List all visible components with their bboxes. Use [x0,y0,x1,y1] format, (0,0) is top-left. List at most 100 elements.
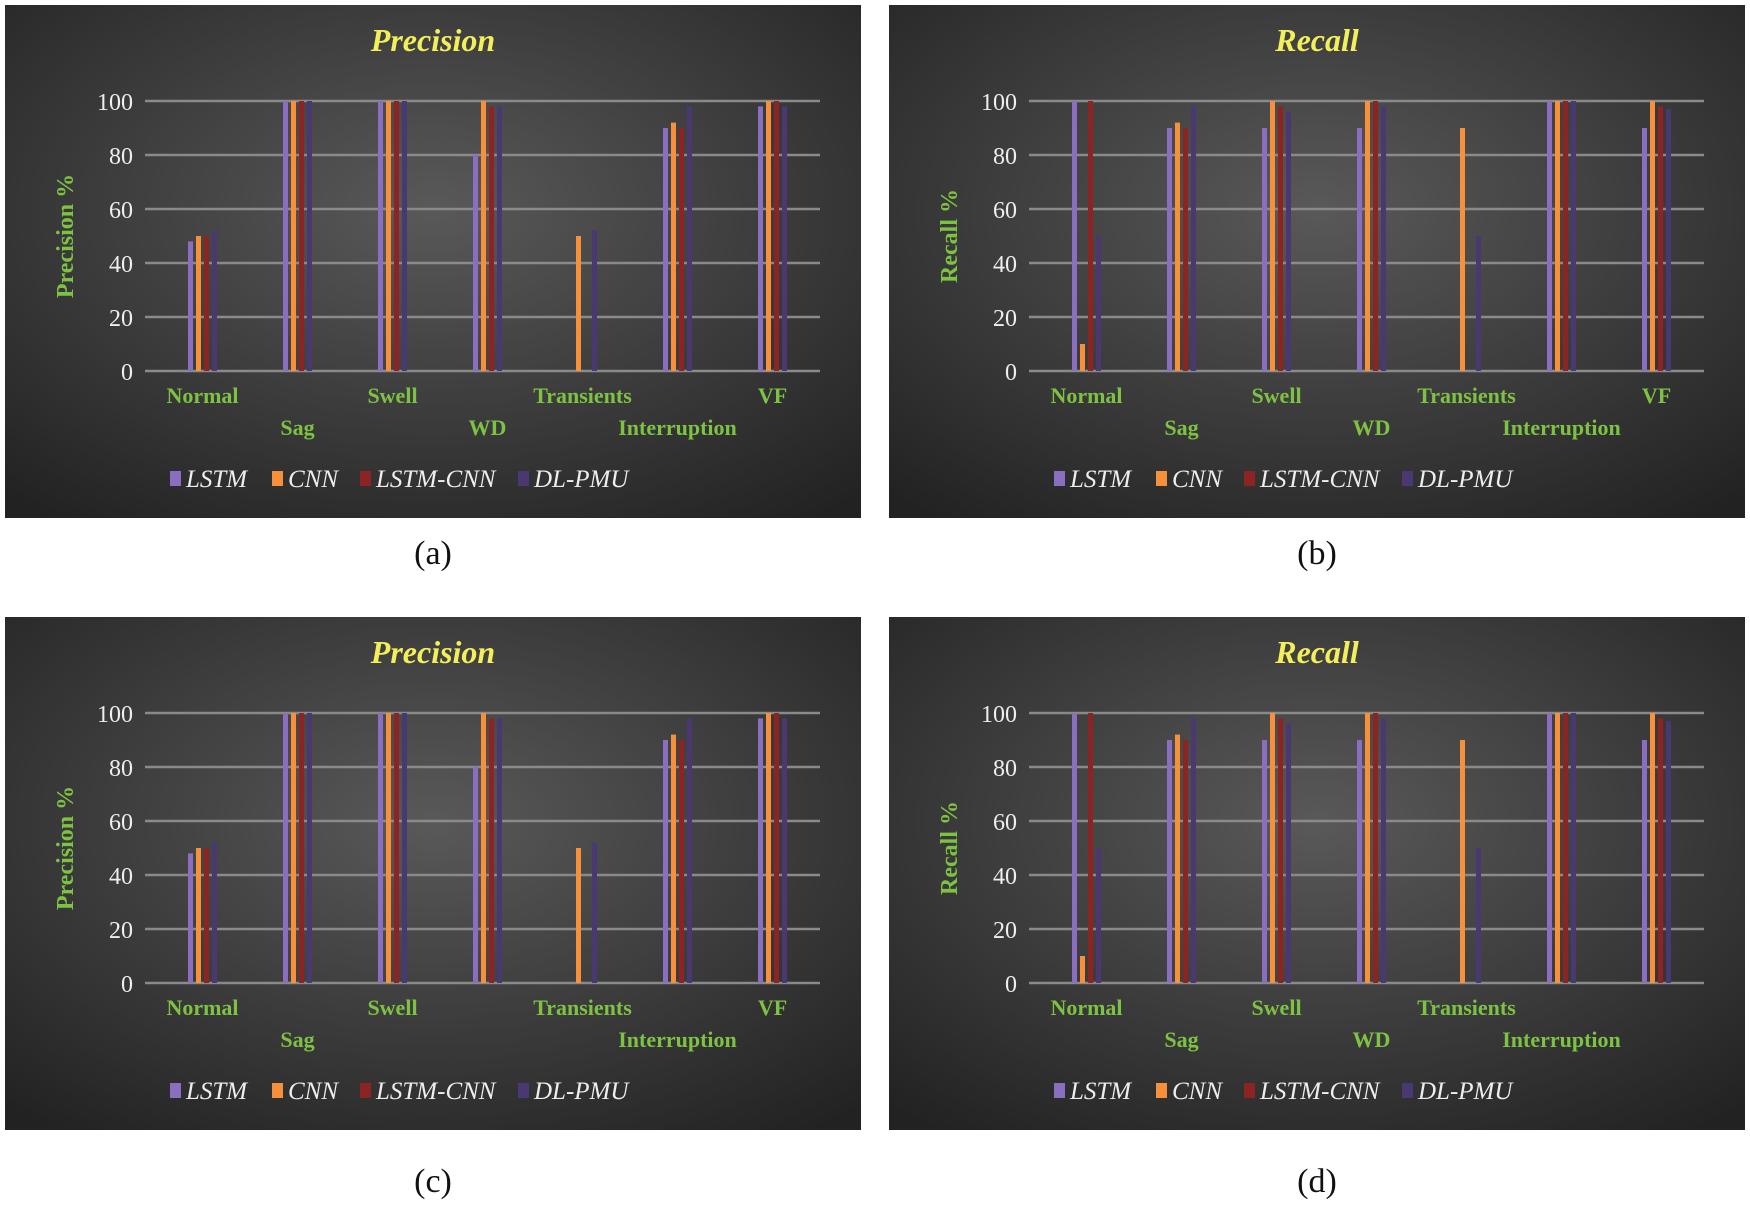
y-axis-label: Precision % [53,174,79,298]
bar-lstm-cnn-Normal [1088,101,1093,371]
y-tick-label: 20 [109,306,133,332]
caption-d: (d) [1297,1163,1337,1200]
x-tick-label: Transients [533,383,632,408]
x-tick-label: Swell [367,383,417,408]
y-tick-label: 100 [97,702,133,728]
x-tick-label: Transients [1417,383,1516,408]
y-tick-label: 80 [109,144,133,170]
bar-lstm-cnn-Sag [1183,740,1188,983]
bar-cnn-Normal [196,848,201,983]
bar-cnn-Sag [1175,122,1180,371]
x-tick-label: Transients [533,995,632,1020]
bar-lstm-cnn-WD [1373,101,1378,371]
y-tick-label: 20 [993,918,1017,944]
legend-label: CNN [1172,1078,1223,1105]
chart-background [5,617,861,1130]
bar-lstm-cnn-Sag [1183,128,1188,371]
bar-lstm-Interruption [1547,101,1552,371]
x-tick-label: WD [469,415,507,440]
chart-d: Recall 0 20 40 60 80 100 Recall % Normal Sag Swell… [889,617,1745,1130]
legend-swatch-lstm [1054,1083,1065,1098]
bar-lstm-Normal [1072,713,1077,983]
x-tick-label: Sag [280,415,314,440]
bar-lstm-cnn-VF [1658,106,1663,372]
chart-title: Recall [1274,634,1359,670]
bar-lstm-Swell [378,713,383,983]
bar-lstm-cnn-Interruption [1563,713,1568,983]
bar-dl-pmu-Transients [592,842,597,983]
legend-swatch-cnn [1156,471,1167,486]
y-tick-label: 20 [993,306,1017,332]
legend-swatch-lstm [1054,471,1065,486]
bar-lstm-cnn-Interruption [679,128,684,371]
y-tick-label: 100 [981,90,1017,116]
bar-dl-pmu-Transients [592,230,597,371]
bar-dl-pmu-Swell [1286,723,1291,983]
legend-swatch-cnn [272,471,283,486]
bar-dl-pmu-Interruption [1571,713,1576,983]
x-tick-label: Sag [280,1027,314,1052]
legend-label: DL-PMU [533,466,630,493]
y-tick-label: 0 [121,360,133,386]
bar-cnn-VF [766,713,771,983]
bar-cnn-Transients [576,236,581,371]
y-tick-label: 20 [109,918,133,944]
bar-lstm-cnn-WD [489,106,494,372]
chart-d-svg: Recall 0 20 40 60 80 100 Recall % Normal Sag Swell… [889,617,1745,1130]
chart-c: Precision 0 20 40 60 80 100 Precision % Normal Sa… [5,617,861,1130]
legend-label: LSTM-CNN [1259,1078,1381,1105]
legend-swatch-cnn [1156,1083,1167,1098]
bar-lstm-cnn-Interruption [1563,101,1568,371]
bar-cnn-Interruption [671,122,676,371]
bar-cnn-WD [481,101,486,371]
bar-lstm-cnn-3 [489,718,494,983]
legend-label: LSTM-CNN [375,466,497,493]
legend-label: LSTM-CNN [1259,466,1381,493]
x-tick-label: VF [758,995,787,1020]
legend-swatch-lstm-cnn [360,471,371,486]
bar-lstm-cnn-Swell [1278,718,1283,983]
bar-dl-pmu-Sag [307,101,312,371]
bar-lstm-cnn-VF [774,713,779,983]
bar-dl-pmu-Normal [212,842,217,983]
bar-dl-pmu-Swell [402,101,407,371]
legend-swatch-dl-pmu [518,471,529,486]
legend-label: CNN [288,466,339,493]
chart-b-svg: Recall 0 20 40 60 80 100 Recall % Normal Sag Swell… [889,5,1745,518]
caption-c: (c) [414,1163,452,1200]
x-tick-label: VF [1642,383,1671,408]
bar-lstm-Sag [1167,740,1172,983]
x-tick-label: Normal [166,383,238,408]
chart-background [5,5,861,518]
bar-dl-pmu-Normal [1096,848,1101,983]
caption-a: (a) [414,535,452,572]
y-tick-label: 100 [981,702,1017,728]
bar-cnn-Swell [1270,101,1275,371]
bar-lstm-Normal [188,853,193,983]
y-axis-label: Precision % [53,786,79,910]
x-tick-label: Normal [1050,995,1122,1020]
legend-label: DL-PMU [1417,1078,1514,1105]
bar-cnn-WD [1365,101,1370,371]
legend-swatch-cnn [272,1083,283,1098]
chart-b: Recall 0 20 40 60 80 100 Recall % Normal Sag Swell… [889,5,1745,518]
bar-dl-pmu-Swell [402,713,407,983]
bar-lstm-cnn-6 [1658,718,1663,983]
legend-swatch-lstm [170,1083,181,1098]
chart-title: Precision [370,634,495,670]
bar-lstm-WD [1357,128,1362,371]
y-tick-label: 40 [109,252,133,278]
bar-cnn-WD [1365,713,1370,983]
bar-lstm-cnn-VF [774,101,779,371]
bar-cnn-Swell [386,713,391,983]
bar-lstm-cnn-Swell [1278,106,1283,372]
x-tick-label: Interruption [618,415,737,440]
bar-dl-pmu-3 [497,718,502,983]
y-tick-label: 100 [97,90,133,116]
bar-lstm-Sag [283,101,288,371]
y-tick-label: 40 [993,864,1017,890]
bar-lstm-Swell [1262,128,1267,371]
chart-title: Recall [1274,22,1359,58]
bar-cnn-Interruption [1555,101,1560,371]
chart-a-svg: Precision 0 20 40 60 80 100 Precision % Normal Sa… [5,5,861,518]
